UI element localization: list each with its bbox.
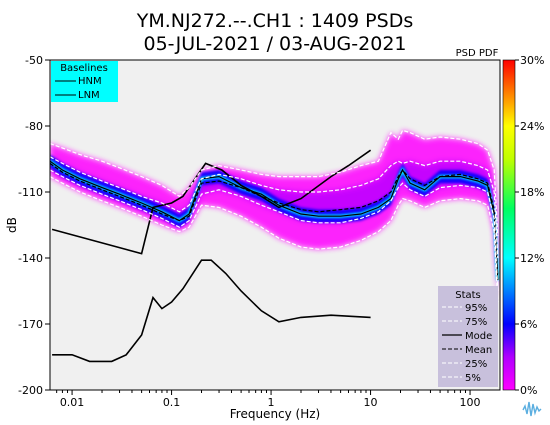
baselines-legend-title: Baselines [60, 63, 108, 74]
colorbar-tick-label: 18% [520, 186, 544, 199]
colorbar-tick-label: 12% [520, 252, 544, 265]
x-tick-label: 100 [460, 396, 481, 409]
colorbar-label: PSD PDF [456, 48, 499, 59]
x-tick-label: 0.01 [60, 396, 85, 409]
y-axis-ticks: -50 -80 -110 -140 -170 -200 [18, 54, 50, 397]
chart-title: YM.NJ272.--.CH1 : 1409 PSDs [136, 10, 413, 32]
colorbar-tick-label: 30% [520, 54, 544, 67]
p75-legend-label: 75% [465, 317, 487, 328]
p95-legend-label: 95% [465, 303, 487, 314]
p5-legend-label: 5% [465, 373, 481, 384]
stats-legend-box [438, 286, 498, 387]
y-tick-label: -170 [18, 318, 43, 331]
mean-legend-label: Mean [465, 345, 492, 356]
mode-legend-label: Mode [465, 331, 492, 342]
colorbar-tick-label: 24% [520, 120, 544, 133]
series-25pct-line [50, 169, 499, 292]
colorbar-ticks: 30% 24% 18% 12% 6% 0% [515, 54, 544, 397]
lnm-legend-label: LNM [78, 90, 100, 101]
density-mid-band [50, 156, 498, 291]
stats-legend: Stats 95% 75% Mode Mean 25% 5% [438, 286, 498, 387]
series-lnm-line [52, 259, 371, 363]
y-axis-label: dB [5, 217, 19, 233]
y-tick-label: -200 [18, 384, 43, 397]
y-tick-label: -50 [25, 54, 43, 67]
p25-legend-label: 25% [465, 359, 487, 370]
stats-legend-title: Stats [455, 290, 481, 301]
series-95pct-line [50, 129, 499, 237]
x-tick-label: 0.1 [163, 396, 181, 409]
baselines-legend: Baselines HNM LNM [51, 61, 118, 102]
x-axis-ticks: 0.01 0.1 1 10 100 [56, 390, 481, 409]
series-hnm-line [51, 149, 372, 255]
x-tick-label: 10 [364, 396, 378, 409]
wave-logo-icon [521, 398, 545, 420]
y-tick-label: -110 [18, 186, 43, 199]
plot-frame [49, 59, 501, 391]
y-tick-label: -80 [25, 120, 43, 133]
x-axis-label: Frequency (Hz) [230, 407, 321, 421]
colorbar [502, 59, 516, 391]
series-lines [50, 129, 499, 363]
series-mode-line [50, 160, 499, 281]
series-5pct-line [50, 176, 499, 303]
series-mean-line [50, 162, 499, 276]
y-tick-label: -140 [18, 252, 43, 265]
colorbar-tick-label: 6% [520, 318, 537, 331]
chart-subtitle: 05-JUL-2021 / 03-AUG-2021 [144, 33, 407, 55]
hnm-legend-label: HNM [78, 76, 102, 87]
x-tick-label: 1 [268, 396, 275, 409]
colorbar-tick-label: 0% [520, 384, 537, 397]
